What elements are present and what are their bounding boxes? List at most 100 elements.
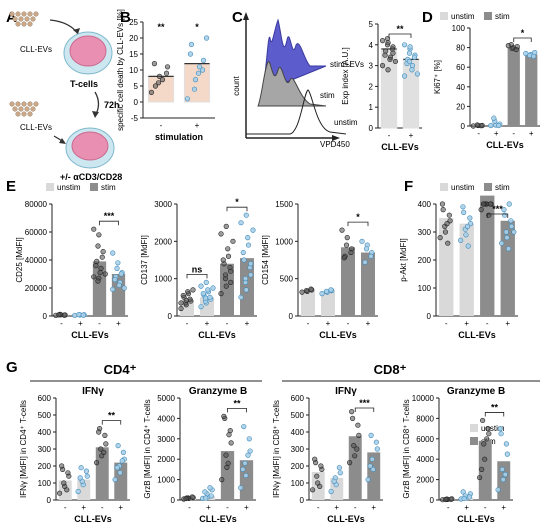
significance-bracket: [388, 33, 412, 38]
histogram-label-unstim: unstim: [334, 118, 358, 127]
histogram-label-stim: stim: [320, 91, 335, 100]
data-point: [84, 473, 90, 479]
legend-e: unstim stim: [46, 183, 116, 192]
data-point: [445, 240, 451, 246]
bar-unstim: [77, 479, 91, 500]
data-point: [356, 432, 362, 439]
x-tick-label: +: [245, 319, 250, 328]
data-point: [504, 451, 510, 457]
data-point: [183, 297, 189, 303]
tcell-nucleus-icon: [69, 35, 107, 67]
data-point: [508, 218, 514, 224]
data-point: [344, 235, 350, 241]
data-point: [363, 246, 370, 252]
ev-particle-icon: [24, 16, 30, 22]
bar-stim: [183, 63, 211, 103]
bar-stim: [220, 263, 234, 316]
data-point: [495, 487, 501, 493]
significance-bracket: [186, 274, 208, 279]
data-point: [225, 253, 232, 259]
x-axis-label: CLL-EVs: [199, 514, 237, 524]
data-point: [101, 449, 107, 456]
data-point: [156, 73, 163, 79]
ev-particle-icon: [24, 106, 30, 112]
x-tick-label: +: [366, 319, 371, 328]
chart-e1: 0 20000 40000 60000 80000 CD25 [MdFI] - + - + CLL-…: [15, 200, 128, 340]
bar-stim: [220, 451, 235, 500]
data-point: [245, 242, 252, 248]
data-point: [513, 46, 519, 53]
y-tick-label: 2000: [416, 476, 434, 485]
ev-particle-icon: [27, 111, 33, 117]
significance-label: **: [491, 402, 499, 412]
data-point: [409, 62, 416, 69]
data-point: [502, 471, 508, 478]
data-point: [185, 289, 191, 295]
y-axis-label: IFNγ [MdFI] in CD8⁺ T-cells: [272, 400, 281, 498]
legend-swatch-stim: [484, 12, 492, 20]
chart-g2: 0 1000 2000 3000 4000 5000 GrzB [MdFI] in CD4⁺…: [143, 386, 256, 524]
ev-particle-icon: [21, 111, 27, 117]
data-point: [374, 446, 380, 452]
legend-label-unstim: unstim: [481, 424, 505, 433]
y-tick-label: 400: [38, 428, 52, 437]
arrowhead-up-icon: [243, 12, 249, 20]
x-tick-label: -: [98, 319, 101, 328]
data-point: [110, 286, 116, 293]
ev-particle-icon: [33, 101, 39, 107]
y-axis-label: specific cell death by CLL-EVs [%]: [116, 9, 125, 131]
panel-label-b: B: [120, 9, 131, 26]
significance-bracket: [101, 420, 122, 425]
data-point: [240, 466, 246, 473]
legend-label-stim: stim: [495, 12, 510, 21]
ev-particle-icon: [18, 106, 24, 112]
data-point: [61, 480, 67, 486]
x-tick-label: -: [477, 129, 480, 138]
y-tick-label: 10000: [412, 394, 435, 403]
x-axis-label: CLL-EVs: [74, 514, 112, 524]
ev-particle-icon: [21, 11, 27, 17]
x-tick-label: +: [464, 503, 469, 512]
x-tick-label: -: [347, 319, 350, 328]
schematic-tcell-label: T-cells: [70, 79, 98, 89]
y-axis-label: Ki67⁺ [%]: [433, 60, 442, 94]
y-tick-label: 4: [369, 41, 374, 50]
schematic-treatment-label: +/- αCD3/CD28: [60, 172, 122, 182]
data-point: [103, 441, 109, 447]
significance-bracket: [99, 220, 119, 226]
data-point: [241, 423, 247, 430]
data-point: [354, 446, 360, 452]
y-tick-label: 400: [291, 428, 305, 437]
data-point: [368, 253, 374, 259]
ev-particle-icon: [21, 21, 27, 27]
histogram-x-label: VPD450: [320, 140, 350, 149]
group-header-cd8: CD8⁺: [374, 362, 407, 377]
data-point: [163, 70, 170, 76]
data-point: [355, 422, 361, 428]
ev-particle-icon: [33, 11, 39, 17]
data-point: [243, 287, 249, 293]
ev-particle-icon: [9, 101, 15, 107]
data-point: [230, 238, 236, 244]
bar-unstim: [321, 291, 335, 316]
legend-label-unstim: unstim: [57, 183, 81, 192]
data-point: [446, 212, 452, 218]
data-point: [225, 460, 231, 466]
x-axis-label: CLL-EVs: [327, 514, 365, 524]
ev-particle-icon: [30, 106, 36, 112]
data-point: [486, 431, 492, 437]
vpd450-histogram: count VPD450 stim+EVs stim unstim: [232, 12, 364, 149]
significance-label: ***: [492, 204, 503, 214]
x-axis-label: CLL-EVs: [198, 330, 236, 340]
data-point: [242, 276, 249, 282]
x-tick-label: +: [205, 319, 210, 328]
panel-label-e: E: [6, 178, 16, 195]
y-tick-label: 200: [291, 462, 305, 471]
data-point: [362, 259, 368, 265]
data-point: [369, 456, 375, 462]
x-tick-label: -: [101, 503, 104, 512]
data-point: [379, 38, 386, 44]
data-point: [112, 277, 118, 283]
ev-cluster-top: [9, 11, 39, 27]
data-point: [387, 56, 393, 62]
